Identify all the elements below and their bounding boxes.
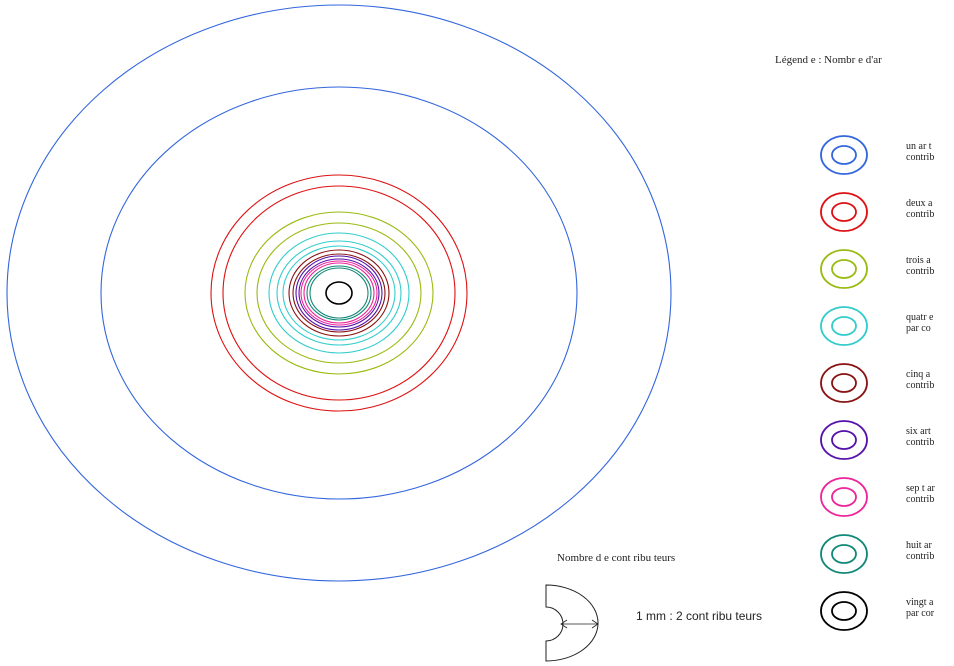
scale-block: Nombre d e cont ribu teurs 1 mm : 2 cont… xyxy=(545,552,762,662)
legend-label-line1: sep t ar xyxy=(906,483,936,494)
legend-label-line1: quatr e xyxy=(906,312,934,323)
legend-swatch-inner xyxy=(831,373,857,393)
legend-label-line2: contrib xyxy=(906,494,934,505)
scale-arrow-left-head xyxy=(560,619,568,629)
ring xyxy=(210,174,468,412)
legend-swatch-inner xyxy=(831,259,857,279)
ring xyxy=(295,255,383,331)
legend-swatch-inner xyxy=(831,487,857,507)
legend-title: Légend e : Nombr e d'ar xyxy=(775,54,882,66)
ring xyxy=(303,262,375,324)
legend-swatch-inner xyxy=(831,202,857,222)
legend-label-line2: contrib xyxy=(906,266,934,277)
concentric-rings xyxy=(6,4,672,582)
legend-label-line1: trois a xyxy=(906,255,931,266)
legend-swatch-outer xyxy=(820,135,868,175)
legend-swatch-outer xyxy=(820,306,868,346)
ring xyxy=(282,245,396,341)
ring xyxy=(309,267,369,319)
legend-label-line1: six art xyxy=(906,426,931,437)
legend-swatch-outer xyxy=(820,534,868,574)
ring xyxy=(222,185,456,401)
ring xyxy=(300,260,378,326)
legend-label-line2: contrib xyxy=(906,152,934,163)
legend-label-line2: contrib xyxy=(906,209,934,220)
scale-arrow-right-head xyxy=(591,619,599,629)
ring xyxy=(276,240,402,346)
legend-label-line2: contrib xyxy=(906,380,934,391)
ring xyxy=(244,211,434,375)
legend-swatch-inner xyxy=(831,544,857,564)
legend-swatch-inner xyxy=(831,316,857,336)
ring xyxy=(256,222,422,364)
legend-swatch-inner xyxy=(831,601,857,621)
legend-label-line1: cinq a xyxy=(906,369,931,380)
scale-title: Nombre d e cont ribu teurs xyxy=(557,552,675,564)
legend-label-line1: vingt a xyxy=(906,597,934,608)
legend-label-line1: un ar t xyxy=(906,141,932,152)
legend-label-line1: deux a xyxy=(906,198,933,209)
legend-label-line2: contrib xyxy=(906,551,934,562)
legend: Légend e : Nombr e d'ar un ar tcontribde… xyxy=(775,54,936,631)
ring xyxy=(325,281,353,305)
legend-swatch-outer xyxy=(820,249,868,289)
ring xyxy=(306,265,372,321)
legend-swatch-inner xyxy=(831,430,857,450)
legend-swatch-inner xyxy=(831,145,857,165)
legend-label-line1: huit ar xyxy=(906,540,932,551)
ring xyxy=(288,249,390,337)
scale-label: 1 mm : 2 cont ribu teurs xyxy=(636,609,762,623)
ring xyxy=(6,4,672,582)
legend-swatch-outer xyxy=(820,363,868,403)
legend-label-line2: par cor xyxy=(906,608,935,619)
ring xyxy=(298,258,380,328)
legend-swatch-outer xyxy=(820,591,868,631)
legend-swatch-outer xyxy=(820,420,868,460)
ring xyxy=(100,86,578,500)
scale-sector-shape xyxy=(545,584,599,662)
ring xyxy=(292,253,386,333)
legend-swatch-outer xyxy=(820,477,868,517)
legend-label-line2: contrib xyxy=(906,437,934,448)
ring xyxy=(268,232,410,354)
legend-label-line2: par co xyxy=(906,323,931,334)
legend-swatch-outer xyxy=(820,192,868,232)
